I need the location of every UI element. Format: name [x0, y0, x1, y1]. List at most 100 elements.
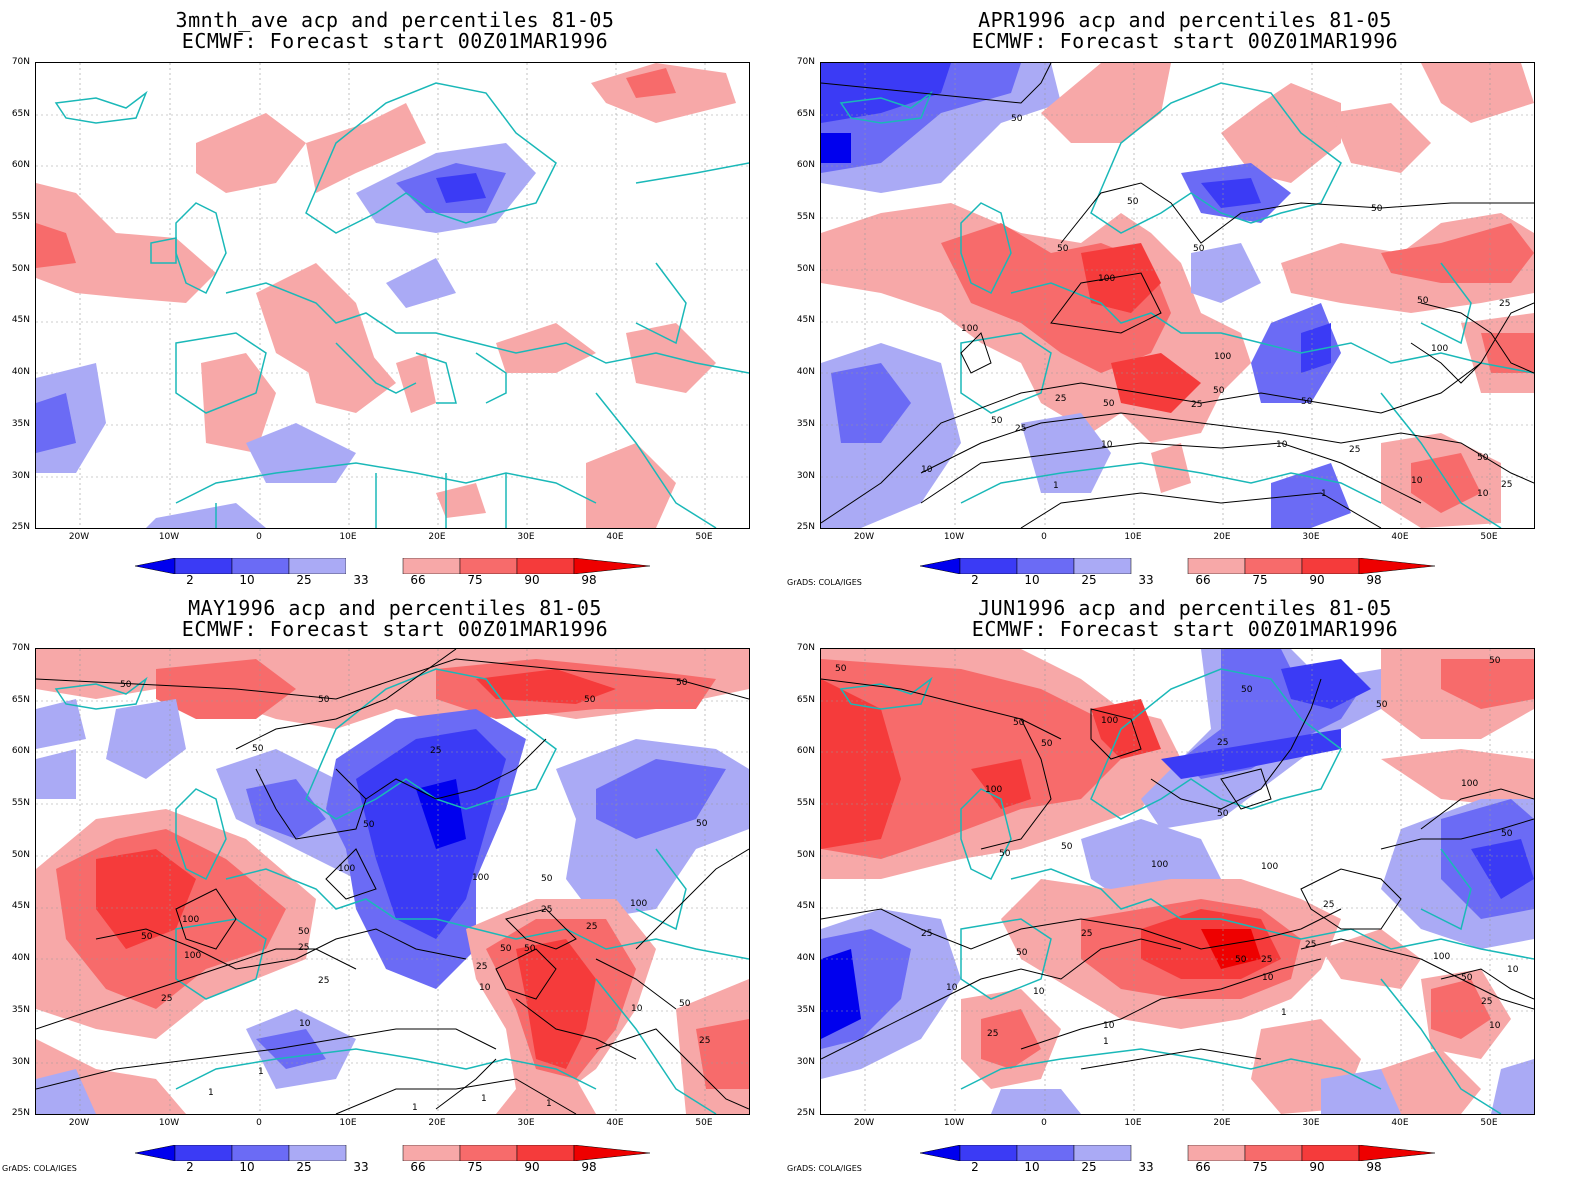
- contour-label: 25: [298, 943, 309, 953]
- lat-label: 60N: [796, 160, 815, 170]
- lat-label: 60N: [11, 160, 30, 170]
- lon-label: 10W: [158, 1118, 180, 1128]
- colorbar-label: 66: [1195, 1160, 1211, 1174]
- contour-label: 25: [1305, 940, 1316, 950]
- colorbar-label: 66: [1195, 573, 1211, 587]
- contour-label: 50: [1417, 296, 1429, 306]
- map-plot: 50 50 50 50 50 100 100 100 50 25 100 50 …: [820, 62, 1535, 529]
- contour-label: 25: [161, 994, 172, 1004]
- contour-label: 50: [1461, 973, 1473, 983]
- colorbar-label: 10: [239, 1160, 255, 1174]
- colorbar-label: 75: [467, 573, 483, 587]
- colorbar-label: 90: [524, 573, 540, 587]
- contour-label: 25: [430, 746, 441, 756]
- panel-title-line1: APR1996 acp and percentiles 81-05: [978, 8, 1392, 32]
- colorbar-label: 33: [1138, 573, 1154, 587]
- lat-label: 50N: [796, 264, 815, 274]
- lat-label: 65N: [11, 695, 30, 705]
- contour-label: 50: [1127, 197, 1139, 207]
- lat-label: 40N: [11, 953, 30, 963]
- colorbar-label: 25: [296, 1160, 312, 1174]
- contour-label: 1: [1103, 1037, 1109, 1047]
- lon-label: 30E: [517, 532, 535, 542]
- colorbar-label: 2: [971, 1160, 979, 1174]
- lon-label: 20E: [1213, 532, 1231, 542]
- lat-label: 35N: [796, 419, 815, 429]
- lat-label: 65N: [796, 109, 815, 119]
- contour-label: 50: [500, 944, 512, 954]
- lat-label: 60N: [796, 746, 815, 756]
- grid-lines: [821, 649, 1534, 1114]
- colorbar-label: 66: [410, 1160, 426, 1174]
- contour-label: 10: [921, 465, 933, 475]
- lat-label: 45N: [796, 901, 815, 911]
- lat-label: 70N: [11, 643, 30, 653]
- percentile-contours: [821, 63, 1534, 528]
- lat-label: 30N: [796, 1057, 815, 1067]
- contour-labels: 50 50 50 50 50 100 100 100 50 25 100 50 …: [921, 114, 1512, 499]
- contour-label: 25: [1015, 424, 1026, 434]
- lon-label: 20W: [68, 532, 90, 542]
- lon-label: 30E: [1302, 532, 1320, 542]
- contour-label: 100: [1431, 344, 1448, 354]
- contour-label: 10: [1411, 476, 1423, 486]
- contour-label: 10: [1507, 965, 1519, 975]
- colorbar-label: 33: [353, 573, 369, 587]
- map-svg: 50 50 50 50 50 100 100 100 50 25 100 50 …: [821, 63, 1534, 528]
- panel-3month: 3mnth_ave acp and percentiles 81-05 ECMW…: [0, 0, 790, 598]
- contour-label: 25: [1191, 400, 1202, 410]
- panel-title-line1: MAY1996 acp and percentiles 81-05: [188, 596, 602, 620]
- contour-label: 25: [987, 1029, 998, 1039]
- contour-label: 100: [1261, 862, 1278, 872]
- grid-lines: [36, 649, 749, 1114]
- contour-label: 50: [676, 678, 688, 688]
- contour-label: 1: [1053, 481, 1059, 491]
- colorbar-label: 10: [1024, 1160, 1040, 1174]
- contour-label: 25: [1349, 445, 1360, 455]
- lat-label: 60N: [11, 746, 30, 756]
- lon-label: 20W: [853, 532, 875, 542]
- lon-label: 10E: [339, 532, 357, 542]
- contour-label: 50: [679, 999, 691, 1009]
- contour-label: 100: [338, 864, 355, 874]
- colorbar-label: 33: [353, 1160, 369, 1174]
- lat-label: 30N: [11, 1057, 30, 1067]
- anomaly-shading: [821, 63, 1534, 528]
- colorbar-label: 10: [1024, 573, 1040, 587]
- coastlines: [839, 82, 1534, 528]
- coastlines: [54, 668, 749, 1114]
- contour-label: 50: [696, 819, 708, 829]
- panel-title-line1: JUN1996 acp and percentiles 81-05: [978, 596, 1392, 620]
- lon-label: 10W: [158, 532, 180, 542]
- lat-label: 65N: [11, 109, 30, 119]
- map-plot: 50 50 50 50 50 100 50 25 100 100 50 50 5…: [820, 648, 1535, 1115]
- contour-label: 1: [1281, 1008, 1287, 1018]
- contour-label: 1: [412, 1103, 418, 1113]
- contour-label: 100: [1461, 779, 1478, 789]
- map-svg: [36, 63, 749, 528]
- panel-jun1996: JUN1996 acp and percentiles 81-05 ECMWF:…: [785, 590, 1585, 1196]
- contour-label: 100: [472, 873, 489, 883]
- lat-label: 50N: [796, 850, 815, 860]
- lon-label: 10E: [1124, 532, 1142, 542]
- contour-label: 25: [586, 922, 597, 932]
- colorbar-label: 98: [581, 573, 597, 587]
- lat-label: 55N: [11, 212, 30, 222]
- contour-label: 100: [182, 915, 199, 925]
- contour-label: 25: [1217, 738, 1228, 748]
- lat-label: 40N: [796, 953, 815, 963]
- lat-label: 30N: [11, 471, 30, 481]
- contour-label: 50: [1241, 685, 1253, 695]
- lat-label: 35N: [11, 1005, 30, 1015]
- percentile-contours: [36, 649, 749, 1114]
- grads-credit: GrADS: COLA/IGES: [787, 1164, 862, 1173]
- colorbar-label: 75: [1252, 573, 1268, 587]
- contour-label: 50: [999, 849, 1011, 859]
- lat-label: 45N: [11, 901, 30, 911]
- colorbar: 2 10 25 33 66 75 90 98: [919, 1144, 1436, 1179]
- lat-label: 35N: [796, 1005, 815, 1015]
- grid-lines: [821, 63, 1534, 528]
- contour-label: 10: [1262, 973, 1274, 983]
- contour-label: 1: [1321, 489, 1327, 499]
- contour-label: 10: [1103, 1021, 1115, 1031]
